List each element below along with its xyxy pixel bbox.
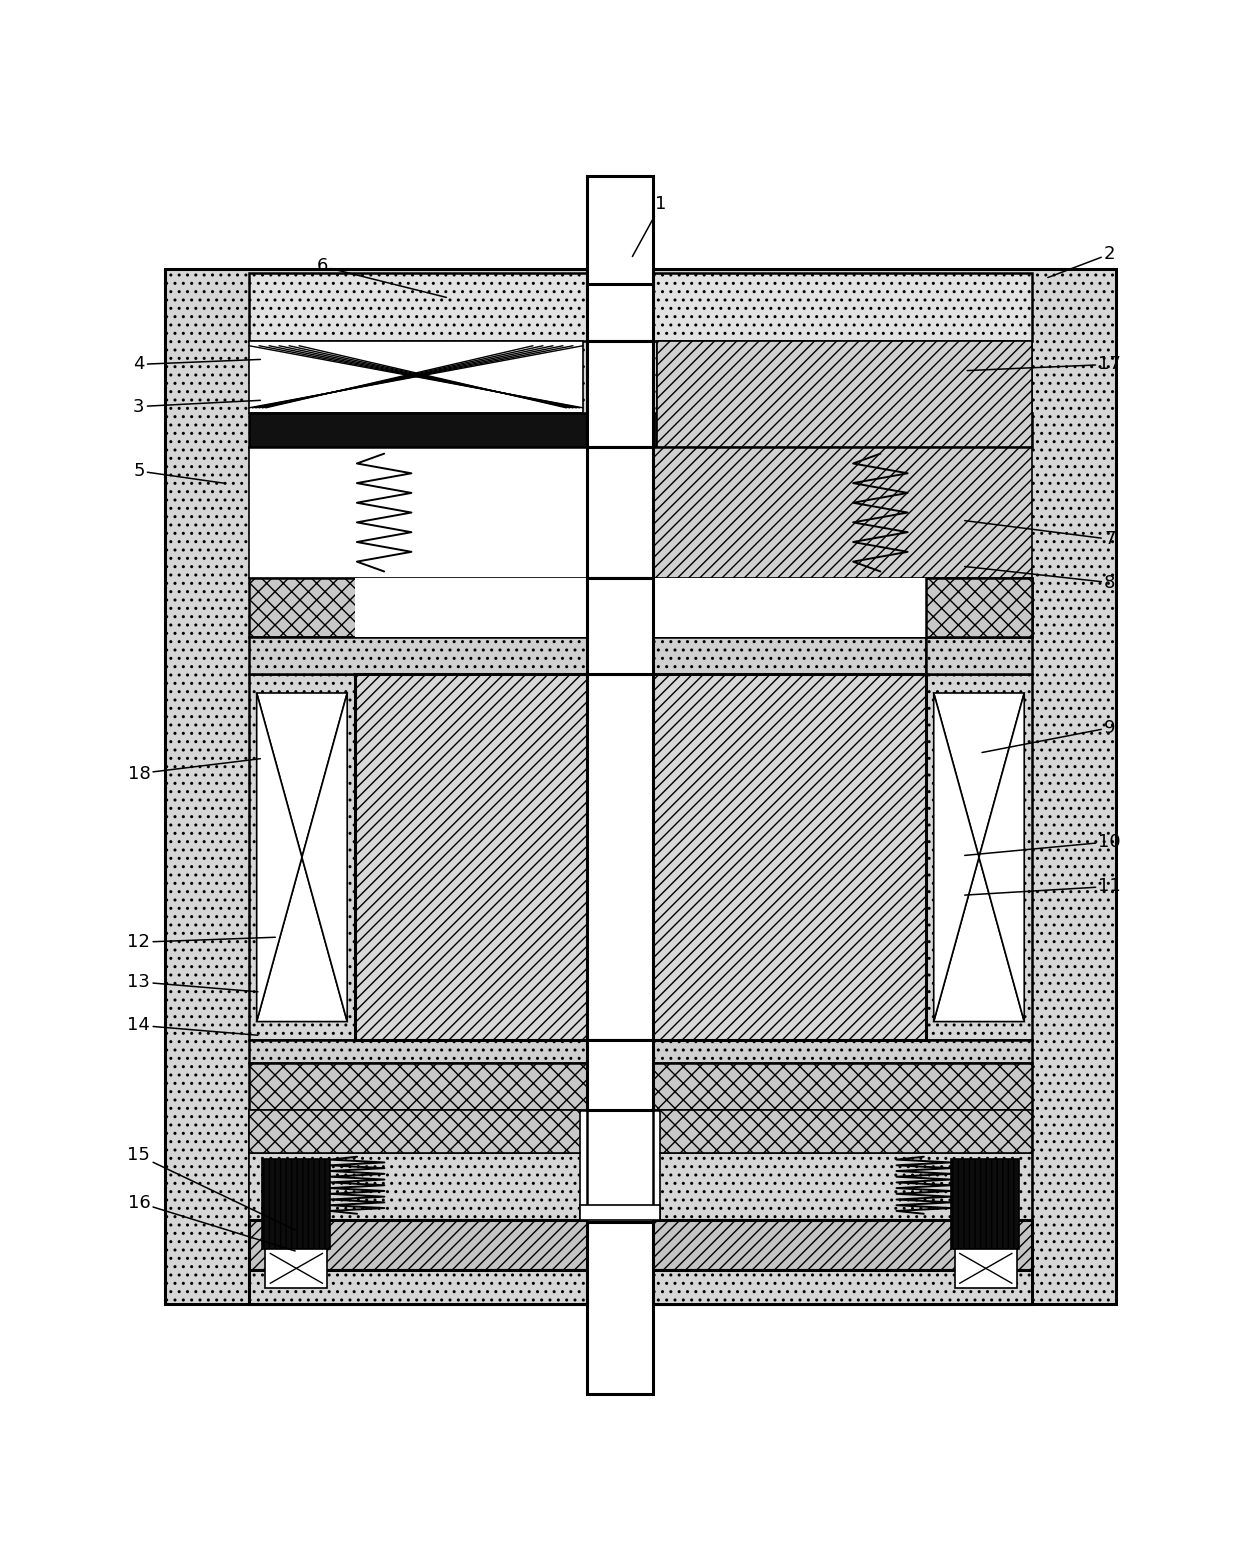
Bar	[657, 340, 1032, 448]
Bar	[955, 1249, 1017, 1288]
Text: 7: 7	[965, 520, 1116, 548]
Text: 9: 9	[982, 719, 1116, 752]
Polygon shape	[934, 693, 1024, 857]
Bar	[249, 412, 1032, 448]
Bar	[587, 340, 653, 448]
Bar	[587, 1222, 653, 1393]
Bar	[249, 1109, 1032, 1221]
Bar	[587, 1109, 653, 1227]
Bar	[580, 1205, 660, 1221]
Bar	[587, 176, 653, 284]
Polygon shape	[303, 693, 347, 1022]
Bar	[249, 1269, 1032, 1304]
Text: 12: 12	[128, 934, 275, 951]
Bar	[657, 340, 1032, 412]
Bar	[587, 1040, 653, 1109]
Bar	[249, 578, 1032, 638]
Text: 5: 5	[133, 462, 226, 484]
Text: 15: 15	[128, 1147, 295, 1230]
Bar	[653, 448, 1032, 578]
Text: 1: 1	[632, 196, 667, 257]
Bar	[926, 578, 1032, 638]
Bar	[587, 674, 653, 1040]
Bar	[951, 1160, 1019, 1249]
Bar	[249, 448, 587, 578]
Bar	[660, 1109, 1032, 1153]
Bar	[355, 578, 926, 638]
Bar	[165, 270, 1116, 1304]
Text: 11: 11	[965, 878, 1121, 895]
Bar	[249, 1040, 1032, 1062]
Text: 16: 16	[128, 1194, 295, 1250]
Bar	[926, 638, 1032, 674]
Text: 17: 17	[967, 356, 1121, 373]
Bar	[249, 1062, 1032, 1109]
Bar	[587, 273, 653, 340]
Bar	[249, 1153, 580, 1221]
Bar	[249, 340, 583, 412]
Bar	[355, 674, 926, 1040]
Bar	[587, 448, 653, 578]
Bar	[265, 1249, 327, 1288]
Bar	[249, 674, 355, 1040]
Text: 18: 18	[128, 758, 260, 782]
Bar	[926, 674, 1032, 1040]
Text: 13: 13	[128, 973, 258, 992]
Bar	[249, 1109, 580, 1153]
Text: 14: 14	[128, 1017, 258, 1036]
Polygon shape	[257, 857, 347, 1022]
Polygon shape	[257, 693, 347, 857]
Text: 10: 10	[965, 832, 1121, 856]
Bar	[249, 1221, 1032, 1269]
Polygon shape	[934, 693, 980, 1022]
Text: 3: 3	[133, 398, 260, 415]
Polygon shape	[980, 693, 1024, 1022]
Text: 4: 4	[133, 356, 260, 373]
Bar	[587, 578, 653, 674]
Text: 2: 2	[1048, 244, 1116, 277]
Bar	[249, 638, 926, 674]
Polygon shape	[934, 857, 1024, 1022]
Polygon shape	[257, 693, 303, 1022]
Text: 6: 6	[316, 257, 446, 298]
Bar	[262, 1160, 330, 1249]
Text: 8: 8	[965, 567, 1116, 592]
Bar	[660, 1153, 1032, 1221]
Bar	[249, 273, 1032, 340]
